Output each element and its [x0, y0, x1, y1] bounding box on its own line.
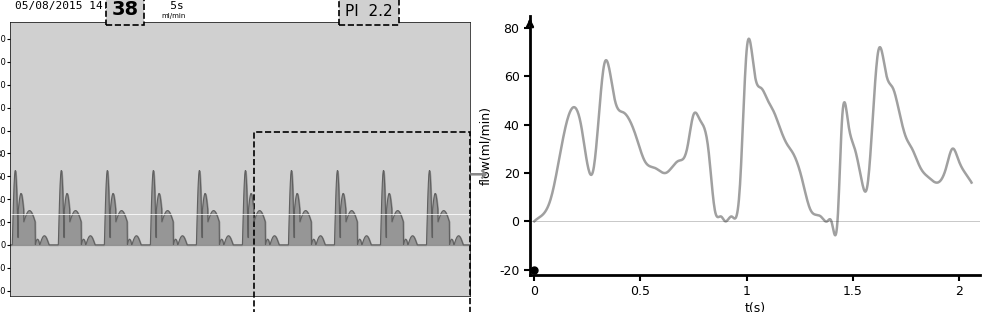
- Bar: [254, 132, 470, 312]
- Text: PI  2.2: PI 2.2: [345, 4, 393, 19]
- Text: 38: 38: [111, 0, 139, 19]
- Text: →: →: [469, 165, 487, 185]
- Text: 05/08/2015 14:49:38    5s: 05/08/2015 14:49:38 5s: [15, 1, 183, 11]
- Text: ml/min: ml/min: [162, 13, 186, 19]
- Y-axis label: flow(ml/min): flow(ml/min): [479, 105, 492, 185]
- X-axis label: t(s): t(s): [744, 302, 766, 312]
